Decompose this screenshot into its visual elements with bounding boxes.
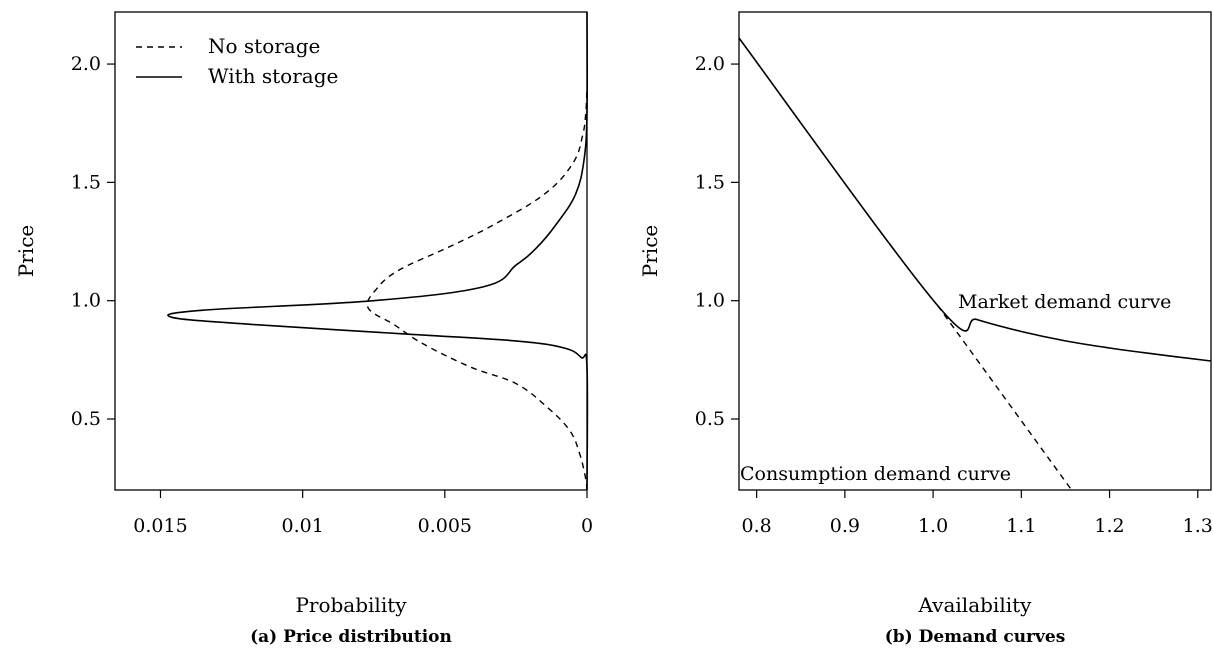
y-axis-label-a: Price xyxy=(14,225,38,277)
panel-demand-curves: 0.5 1.0 1.5 2.0 0.8 0.9 1.0 1.1 1.2 1.3 Price Av… xyxy=(638,11,1213,647)
legend: No storage With storage xyxy=(136,34,338,88)
x-tick-label: 0 xyxy=(581,515,593,537)
x-tick-label: 0.005 xyxy=(418,515,472,537)
y-tick-label: 1.5 xyxy=(71,171,101,193)
y-tick-label: 1.5 xyxy=(695,171,725,193)
x-tick-label: 1.2 xyxy=(1094,515,1124,537)
lines-b xyxy=(738,37,1212,491)
y-ticks-a: 0.5 1.0 1.5 2.0 xyxy=(71,53,115,430)
y-tick-label: 0.5 xyxy=(71,408,101,430)
y-tick-label: 2.0 xyxy=(695,53,725,75)
y-tick-label: 1.0 xyxy=(71,290,101,312)
x-tick-label: 0.8 xyxy=(742,515,772,537)
y-ticks-b: 0.5 1.0 1.5 2.0 xyxy=(695,53,739,430)
lines-a xyxy=(167,11,589,491)
x-tick-label: 0.01 xyxy=(282,515,324,537)
x-tick-label: 1.1 xyxy=(1006,515,1036,537)
annotation-consumption-demand-curve: Consumption demand curve xyxy=(740,463,1011,485)
x-tick-label: 0.9 xyxy=(830,515,860,537)
x-ticks-a: 0.015 0.01 0.005 0 xyxy=(133,490,593,537)
caption-b: (b) Demand curves xyxy=(885,627,1066,647)
series-line-no-storage xyxy=(366,87,588,491)
y-tick-label: 2.0 xyxy=(71,53,101,75)
annotation-market-demand-curve: Market demand curve xyxy=(958,291,1171,313)
series-line-with-storage xyxy=(167,11,589,491)
x-ticks-b: 0.8 0.9 1.0 1.1 1.2 1.3 xyxy=(742,490,1213,537)
legend-label-no-storage: No storage xyxy=(208,34,320,58)
y-tick-label: 1.0 xyxy=(695,290,725,312)
x-axis-label-a: Probability xyxy=(295,593,407,617)
x-axis-label-b: Availability xyxy=(918,593,1033,617)
x-tick-label: 1.0 xyxy=(918,515,948,537)
series-line-market-demand-curve xyxy=(738,37,1212,362)
y-axis-label-b: Price xyxy=(638,225,662,277)
legend-label-with-storage: With storage xyxy=(208,64,338,88)
y-tick-label: 0.5 xyxy=(695,408,725,430)
plot-frame-a xyxy=(114,11,588,491)
panel-price-distribution: 0.5 1.0 1.5 2.0 0.015 0.01 0.005 0 Price Proba… xyxy=(14,11,593,647)
x-tick-label: 1.3 xyxy=(1183,515,1213,537)
plot-frame-b xyxy=(738,11,1212,491)
series-line-consumption-demand-curve xyxy=(936,304,1073,491)
caption-a: (a) Price distribution xyxy=(250,627,452,647)
x-tick-label: 0.015 xyxy=(133,515,187,537)
